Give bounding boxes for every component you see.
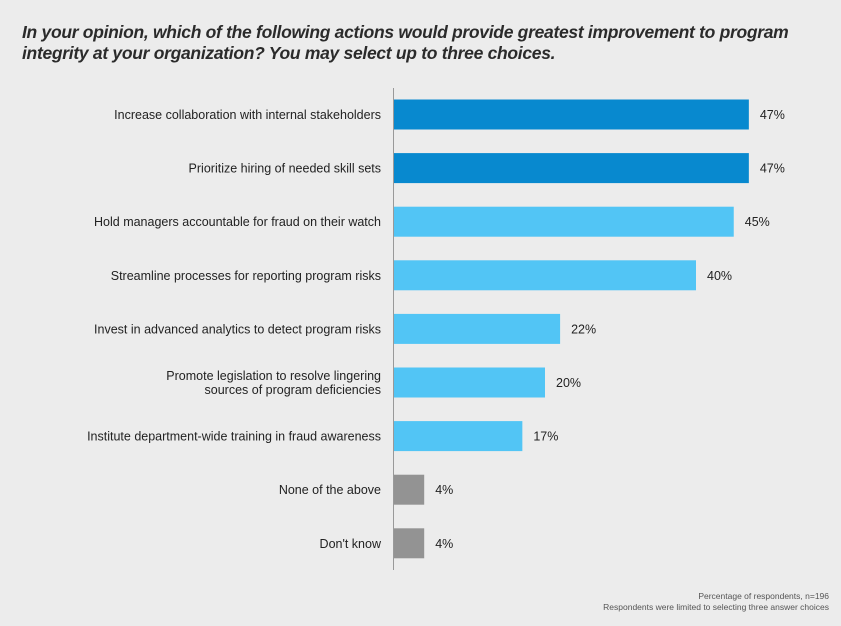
category-label-line: Prioritize hiring of needed skill sets	[189, 162, 381, 176]
value-label: 20%	[556, 376, 581, 390]
value-label: 47%	[760, 162, 785, 176]
category-label-line: Don't know	[320, 537, 382, 551]
category-label: None of the above	[279, 483, 381, 497]
category-label-line: Institute department-wide training in fr…	[87, 430, 381, 444]
footnote-sample: Percentage of respondents, n=196	[698, 591, 829, 601]
value-label: 45%	[745, 215, 770, 229]
category-label-line: sources of program deficiencies	[205, 383, 381, 397]
bar	[394, 528, 425, 559]
category-label-line: Promote legislation to resolve lingering	[166, 369, 381, 383]
bar	[394, 367, 545, 398]
bar	[394, 421, 523, 452]
chart-title: In your opinion, which of the following …	[22, 22, 789, 63]
category-label: Increase collaboration with internal sta…	[114, 108, 381, 122]
category-label-line: Increase collaboration with internal sta…	[114, 108, 381, 122]
bar	[394, 153, 749, 184]
footnote-note: Respondents were limited to selecting th…	[603, 602, 829, 612]
footnote: Percentage of respondents, n=196 Respond…	[603, 591, 829, 613]
value-label: 22%	[571, 322, 596, 336]
category-label: Streamline processes for reporting progr…	[111, 269, 381, 283]
value-label: 17%	[533, 430, 558, 444]
category-label: Prioritize hiring of needed skill sets	[189, 162, 381, 176]
bar	[394, 260, 696, 291]
bar	[394, 474, 425, 505]
bar	[394, 313, 561, 344]
category-label: Hold managers accountable for fraud on t…	[94, 215, 381, 229]
category-label-line: Hold managers accountable for fraud on t…	[94, 215, 381, 229]
bar	[394, 99, 749, 130]
category-label-line: Streamline processes for reporting progr…	[111, 269, 381, 283]
bar	[394, 206, 734, 237]
value-label: 47%	[760, 108, 785, 122]
category-label-line: Invest in advanced analytics to detect p…	[94, 322, 381, 336]
category-label: Don't know	[320, 537, 382, 551]
category-label: Invest in advanced analytics to detect p…	[94, 322, 381, 336]
category-label-line: None of the above	[279, 483, 381, 497]
value-label: 4%	[435, 483, 453, 497]
category-label: Promote legislation to resolve lingering…	[166, 369, 381, 397]
value-label: 4%	[435, 537, 453, 551]
category-label: Institute department-wide training in fr…	[87, 430, 381, 444]
value-label: 40%	[707, 269, 732, 283]
